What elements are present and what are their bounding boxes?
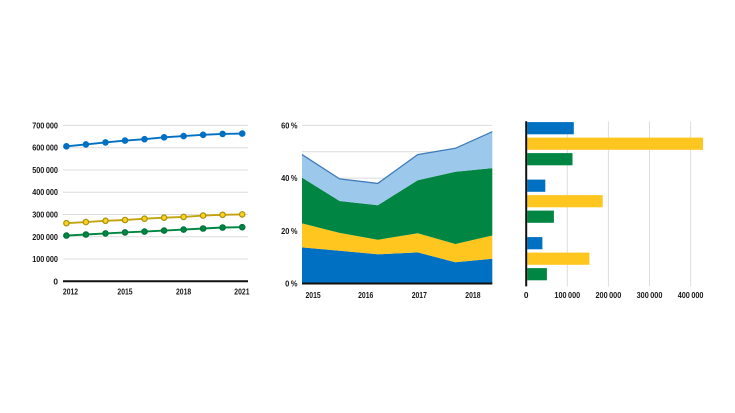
svg-text:0 %: 0 % [285, 279, 298, 289]
svg-text:200 000: 200 000 [32, 232, 58, 242]
svg-text:300 000: 300 000 [32, 210, 58, 220]
svg-text:0: 0 [524, 290, 529, 300]
svg-text:2021: 2021 [234, 286, 250, 296]
svg-text:0: 0 [53, 276, 58, 286]
svg-text:60 %: 60 % [281, 120, 298, 130]
svg-text:2017: 2017 [412, 290, 428, 300]
svg-text:2015: 2015 [117, 286, 133, 296]
svg-text:600 000: 600 000 [32, 143, 58, 153]
svg-text:100 000: 100 000 [554, 290, 580, 300]
svg-text:2015: 2015 [306, 290, 322, 300]
svg-text:2016: 2016 [358, 290, 374, 300]
svg-text:500 000: 500 000 [32, 165, 58, 175]
svg-text:20 %: 20 % [281, 226, 298, 236]
svg-text:400 000: 400 000 [678, 290, 704, 300]
svg-text:40 %: 40 % [281, 173, 298, 183]
svg-text:2012: 2012 [63, 286, 79, 296]
svg-text:400 000: 400 000 [32, 187, 58, 197]
svg-text:700 000: 700 000 [32, 120, 58, 130]
svg-text:100 000: 100 000 [32, 254, 58, 264]
svg-text:2018: 2018 [176, 286, 192, 296]
svg-text:2018: 2018 [465, 290, 481, 300]
svg-text:300 000: 300 000 [637, 290, 663, 300]
svg-text:200 000: 200 000 [596, 290, 622, 300]
